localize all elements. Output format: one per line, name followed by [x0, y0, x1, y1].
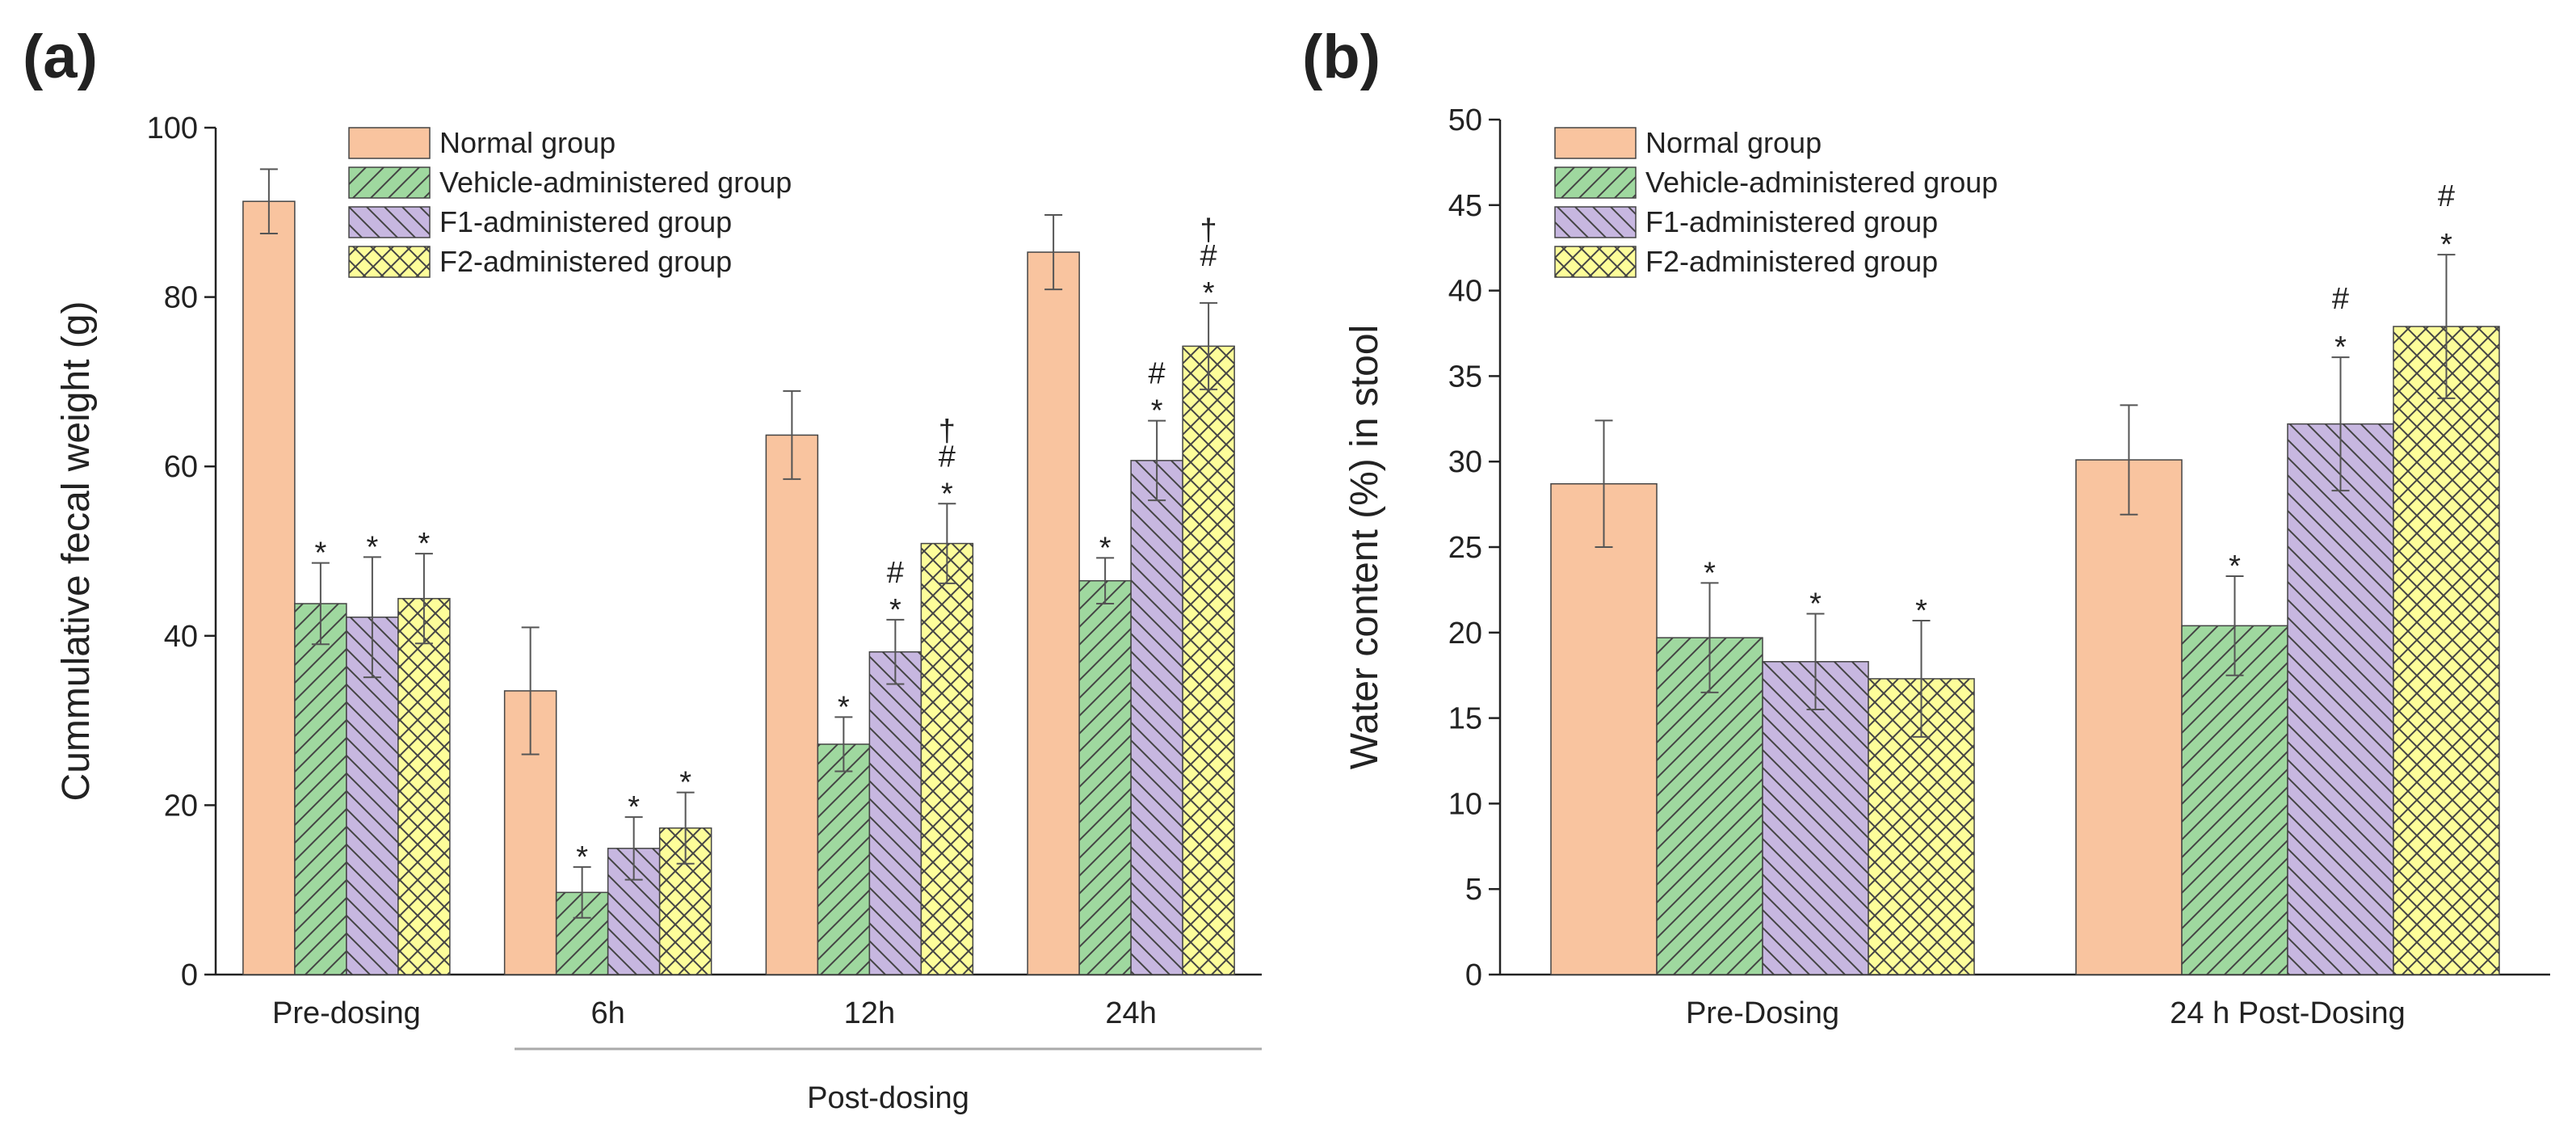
panel-b-y-tick-label-5: 25 [1448, 531, 1482, 565]
panel-a-chart: (a) 0 20 40 60 80 100 Cummulative fecal weight … [23, 23, 1262, 1115]
panel-a-legend-swatch-f1 [348, 206, 431, 238]
panel-b-sig-f2-0-0: * [1915, 594, 1927, 628]
panel-b-letter: (b) [1302, 23, 1380, 91]
panel-a-sig-f2-1-0: * [679, 766, 691, 800]
panel-a-sig-f2-3-0: † [1200, 213, 1217, 247]
panel-a-bar-normal-3 [1027, 251, 1080, 975]
panel-a-sig-f2-2-0: † [939, 414, 956, 448]
panel-a-legend-label-f1: F1-administered group [439, 205, 732, 238]
panel-b-y-tick-label-10: 50 [1448, 103, 1482, 137]
panel-a-y-tick-label-4: 80 [164, 281, 198, 315]
panel-b-bar-f1-0 [1762, 661, 1869, 975]
panel-b-sig-f2-1-1: * [2440, 228, 2452, 262]
panel-a-sig-f2-0-0: * [418, 527, 430, 561]
panel-a-y-tick-label-2: 40 [164, 620, 198, 654]
panel-a-x-tick-label-1: 6h [590, 996, 624, 1030]
panel-a-sig-f1-3-0: # [1149, 357, 1166, 391]
panel-b-y-tick-label-8: 40 [1448, 275, 1482, 309]
panel-a-bar-f2-3 [1182, 345, 1235, 975]
panel-a-sig-vehicle-2-0: * [838, 690, 850, 724]
panel-a-sig-vehicle-3-0: * [1099, 531, 1112, 565]
panel-b-sig-f1-0-0: * [1809, 587, 1822, 621]
panel-a-sig-vehicle-0-0: * [314, 537, 326, 571]
panel-b-y-tick-label-7: 35 [1448, 360, 1482, 394]
panel-b-bar-normal-1 [2075, 459, 2183, 975]
panel-a-bar-normal-0 [242, 200, 296, 975]
panel-a-sig-f2-3-2: * [1203, 276, 1215, 310]
panel-a-bar-f2-2 [920, 542, 974, 975]
panel-a-sig-f2-2-2: * [941, 477, 953, 511]
panel-a-bar-normal-2 [765, 434, 819, 975]
panel-a-y-tick-label-1: 20 [164, 789, 198, 823]
panel-b-legend-label-normal: Normal group [1645, 126, 1822, 159]
panel-a-legend-label-f2: F2-administered group [439, 245, 732, 278]
panel-a-x-tick-label-0: Pre-dosing [272, 996, 421, 1030]
panel-b-bar-vehicle-1 [2181, 625, 2288, 975]
panel-a-y-axis-title: Cummulative fecal weight (g) [55, 301, 98, 802]
panel-b-y-tick-label-3: 15 [1448, 702, 1482, 736]
panel-b-legend-swatch-f1 [1554, 206, 1637, 238]
panel-b-x-tick-label-0: Pre-Dosing [1686, 996, 1839, 1030]
panel-a-legend-swatch-f2 [348, 246, 431, 278]
panel-a-bar-f1-2 [868, 651, 922, 975]
panel-b-y-tick-label-6: 30 [1448, 445, 1482, 479]
panel-a-legend-swatch-vehicle [348, 166, 431, 199]
panel-a-sig-f1-3-1: * [1151, 394, 1163, 428]
panel-b-y-axis-title: Water content (%) in stool [1343, 325, 1386, 769]
panel-b-legend-swatch-vehicle [1554, 166, 1637, 199]
panel-b-legend-swatch-f2 [1554, 246, 1637, 278]
panel-b-bar-normal-0 [1550, 482, 1658, 975]
panel-b-sig-vehicle-1-0: * [2229, 550, 2241, 583]
panel-a-y-tick-label-3: 60 [164, 450, 198, 484]
panel-a-bar-f1-3 [1130, 460, 1183, 975]
panel-b-y-tick-label-1: 5 [1465, 873, 1482, 907]
panel-a-bar-vehicle-3 [1078, 579, 1132, 975]
panel-b-legend-label-f1: F1-administered group [1645, 205, 1938, 238]
panel-b-y-tick-label-0: 0 [1465, 958, 1482, 992]
panel-a-y-tick-label-0: 0 [181, 958, 198, 992]
panel-b-sig-f1-1-0: # [2332, 282, 2349, 316]
panel-a-x-tick-label-2: 12h [844, 996, 895, 1030]
panel-a-legend-swatch-normal [348, 127, 431, 159]
panel-a-group-label: Post-dosing [807, 1081, 969, 1115]
panel-b-x-tick-label-1: 24 h Post-Dosing [2170, 996, 2406, 1030]
panel-a-bar-vehicle-0 [294, 603, 347, 975]
panel-a-bar-vehicle-2 [817, 743, 871, 975]
panel-a-legend-label-normal: Normal group [439, 126, 616, 159]
panel-a-sig-f1-2-0: # [887, 556, 904, 590]
panel-a-legend-label-vehicle: Vehicle-administered group [439, 166, 792, 199]
panel-a-sig-vehicle-1-0: * [576, 840, 588, 874]
panel-a-bar-f2-0 [397, 597, 451, 975]
panel-a-sig-f1-2-1: * [889, 593, 901, 627]
panel-a-sig-f2-2-1: # [939, 440, 956, 474]
panel-b-legend-label-vehicle: Vehicle-administered group [1645, 166, 1998, 199]
panel-b-chart: (b) 0 5 10 15 20 25 30 35 40 45 50 Water content (%)… [1302, 23, 2550, 1030]
panel-a-sig-f1-0-0: * [366, 530, 378, 564]
panel-b-y-tick-label-2: 10 [1448, 787, 1482, 821]
panel-b-legend-label-f2: F2-administered group [1645, 245, 1938, 278]
panel-b-sig-f1-1-1: * [2334, 331, 2347, 364]
panel-b-bar-f2-1 [2393, 326, 2500, 975]
panel-a-sig-f2-3-1: # [1200, 239, 1217, 273]
panel-b-sig-vehicle-0-0: * [1704, 556, 1716, 590]
panel-a-y-tick-label-5: 100 [147, 112, 198, 145]
panel-a-x-tick-label-3: 24h [1105, 996, 1156, 1030]
panel-b-y-tick-label-4: 20 [1448, 617, 1482, 651]
panel-b-bar-f1-1 [2287, 423, 2394, 975]
panel-b-y-tick-label-9: 45 [1448, 189, 1482, 223]
panel-b-legend-swatch-normal [1554, 127, 1637, 159]
panel-a-sig-f1-1-0: * [628, 790, 640, 824]
panel-b-bar-vehicle-0 [1656, 637, 1763, 975]
panel-a-letter: (a) [23, 23, 98, 91]
panel-b-sig-f2-1-0: # [2438, 179, 2455, 213]
